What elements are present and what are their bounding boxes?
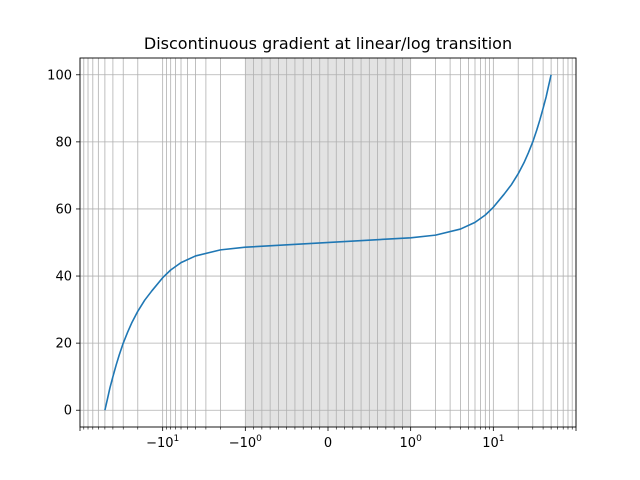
series-line [104,74,552,411]
x-tick-label: 0 [324,436,332,451]
x-tick-label: 100 [400,434,423,451]
y-tick-label: 100 [47,68,72,83]
y-tick-label: 60 [55,202,72,217]
y-tick-label: 20 [55,337,72,352]
x-tick-label: −100 [229,434,262,451]
y-tick-label: 40 [55,270,72,285]
y-tick-label: 0 [64,404,72,419]
x-tick-label: −101 [146,434,179,451]
x-tick-label: 101 [482,434,504,451]
y-tick-label: 80 [55,135,72,150]
chart-title: Discontinuous gradient at linear/log tra… [144,34,512,53]
